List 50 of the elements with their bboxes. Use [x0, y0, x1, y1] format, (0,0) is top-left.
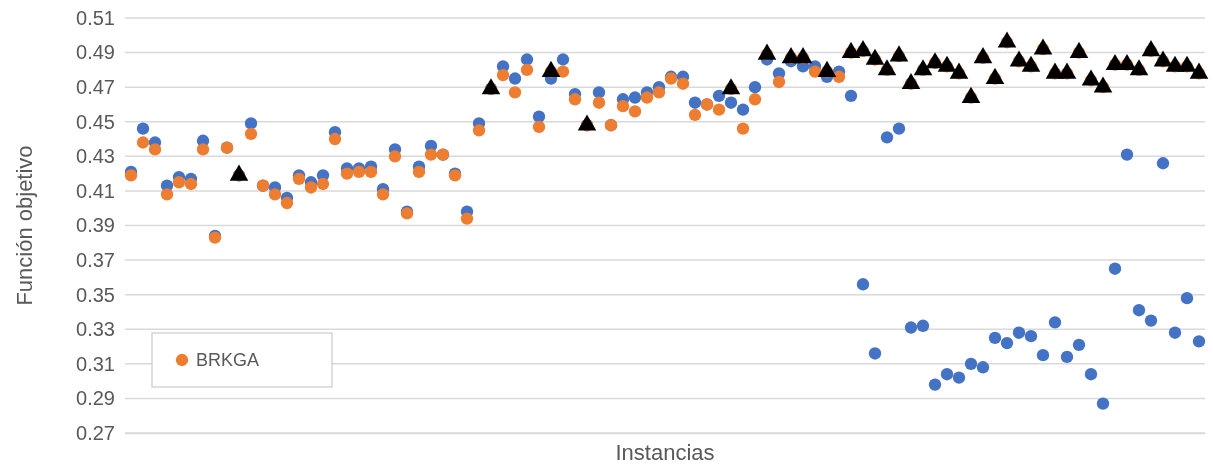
point	[913, 59, 933, 76]
point	[757, 43, 777, 60]
point	[901, 72, 921, 90]
point	[877, 59, 897, 76]
point	[1129, 59, 1149, 76]
y-tick-label: 0.29	[76, 387, 115, 410]
point	[721, 78, 741, 95]
legend-label: BRKGA	[196, 350, 260, 371]
point	[229, 164, 249, 181]
point	[865, 48, 885, 65]
point	[1153, 50, 1173, 67]
point	[1081, 69, 1101, 86]
point	[985, 67, 1005, 84]
y-tick-label: 0.33	[76, 318, 115, 341]
point	[889, 45, 909, 62]
point	[1189, 62, 1209, 79]
y-tick-label: 0.31	[76, 352, 115, 375]
point	[1009, 50, 1029, 67]
point	[853, 40, 873, 57]
point	[817, 60, 837, 77]
point	[1033, 38, 1053, 55]
point	[1141, 40, 1161, 57]
y-tick-label: 0.43	[76, 145, 115, 168]
y-tick-label: 0.51	[76, 6, 115, 29]
point	[961, 86, 981, 103]
y-tick-label: 0.47	[76, 76, 115, 99]
point	[481, 78, 501, 95]
y-tick-label: 0.49	[76, 41, 115, 64]
point	[1177, 55, 1197, 72]
point	[925, 52, 945, 69]
point	[997, 31, 1017, 48]
point	[793, 47, 813, 64]
y-tick-label: 0.45	[76, 110, 115, 133]
y-tick-label: 0.27	[76, 421, 115, 444]
point	[949, 62, 969, 79]
point	[1057, 62, 1077, 79]
point	[577, 114, 597, 131]
y-tick-label: 0.37	[76, 248, 115, 271]
x-axis-title: Instancias	[615, 440, 715, 465]
point	[973, 47, 993, 64]
y-axis-title: Función objetivo	[12, 145, 37, 306]
y-tick-label: 0.41	[76, 179, 115, 202]
point	[937, 55, 957, 72]
point	[1069, 41, 1089, 58]
y-tick-label: 0.35	[76, 283, 115, 306]
point	[841, 41, 861, 58]
point	[541, 60, 561, 77]
point	[1093, 76, 1113, 93]
point	[1021, 55, 1041, 72]
y-tick-label: 0.39	[76, 214, 115, 237]
